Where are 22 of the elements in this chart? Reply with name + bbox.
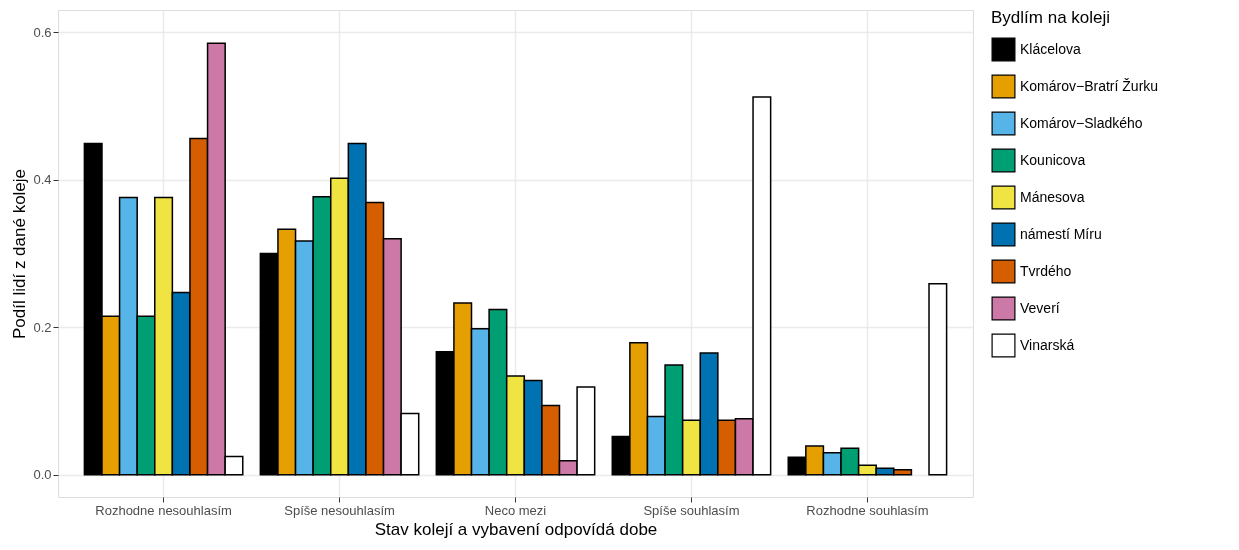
legend-label: Vinarská xyxy=(1020,336,1075,353)
legend-title: Bydlím na koleji xyxy=(991,8,1111,27)
legend-label: Veverí xyxy=(1020,299,1060,316)
x-tick-label: Spíše nesouhlasím xyxy=(284,502,395,518)
legend-label: Klácelova xyxy=(1020,40,1081,57)
y-tick-label: 0.4 xyxy=(33,172,52,188)
x-tick-label: Rozhodne nesouhlasím xyxy=(95,502,232,518)
x-axis-title: Stav kolejí a vybavení odpovídá dobe xyxy=(374,519,658,539)
y-tick-label: 0.2 xyxy=(33,319,52,335)
y-axis-title: Podíl lidí z dané koleje xyxy=(10,168,30,340)
legend-label: Kounicova xyxy=(1020,151,1086,168)
legend-label: Mánesova xyxy=(1020,188,1085,205)
legend-label: Komárov−Sladkého xyxy=(1020,114,1143,131)
bar xyxy=(928,283,948,476)
x-tick-label: Neco mezi xyxy=(484,502,547,518)
legend-label: námestí Míru xyxy=(1020,225,1102,242)
y-tick-label: 0.6 xyxy=(33,24,52,40)
legend-label: Komárov−Bratrí Žurku xyxy=(1020,77,1159,94)
legend-label: Tvrdého xyxy=(1020,262,1072,279)
x-tick-label: Rozhodne souhlasím xyxy=(806,502,929,518)
x-tick-label: Spíše souhlasím xyxy=(643,502,740,518)
y-tick-label: 0.0 xyxy=(33,467,52,483)
